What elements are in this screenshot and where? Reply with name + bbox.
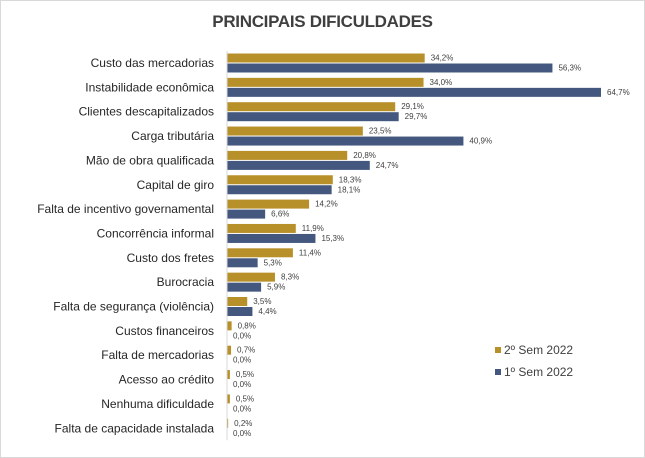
data-label: 0,2% — [234, 419, 252, 428]
bar-2sem-2022 — [227, 77, 424, 87]
data-label: 5,9% — [267, 283, 285, 292]
data-label: 34,2% — [431, 54, 454, 63]
legend-label: 1º Sem 2022 — [504, 365, 573, 379]
data-label: 24,7% — [376, 161, 399, 170]
category-label: Instabilidade econômica — [85, 80, 214, 94]
bar-1sem-2022 — [227, 258, 258, 268]
category-label: Falta de mercadorias — [101, 348, 214, 362]
bar-2sem-2022 — [227, 175, 333, 185]
category-label: Nenhuma dificuldade — [101, 397, 214, 411]
data-label: 11,4% — [299, 248, 321, 257]
bar-1sem-2022 — [227, 307, 253, 316]
data-label: 29,1% — [401, 102, 424, 111]
data-label: 0,5% — [236, 370, 254, 379]
data-label: 40,9% — [469, 137, 492, 146]
chart-title: PRINCIPAIS DIFICULDADES — [212, 12, 433, 31]
category-label: Falta de capacidade instalada — [55, 421, 215, 435]
data-label: 0,0% — [233, 429, 251, 438]
legend-swatch — [495, 369, 501, 375]
category-label: Custo dos fretes — [127, 251, 214, 265]
bar-2sem-2022 — [227, 53, 425, 63]
data-label: 0,0% — [233, 380, 251, 389]
bar-2sem-2022 — [227, 297, 248, 306]
data-label: 56,3% — [558, 64, 581, 73]
data-label: 11,9% — [302, 224, 324, 233]
category-label: Custo das mercadorias — [91, 56, 214, 70]
bar-2sem-2022 — [227, 102, 396, 112]
category-label: Acesso ao crédito — [119, 373, 215, 387]
data-label: 23,5% — [369, 127, 392, 136]
data-label: 3,5% — [253, 297, 271, 306]
bar-1sem-2022 — [227, 160, 370, 170]
bar-2sem-2022 — [227, 272, 275, 282]
data-label: 34,0% — [430, 78, 453, 87]
data-label: 18,1% — [338, 185, 361, 194]
bar-1sem-2022 — [227, 185, 332, 195]
bar-2sem-2022 — [227, 248, 293, 258]
data-label: 14,2% — [315, 200, 338, 209]
data-label: 0,8% — [238, 321, 256, 330]
bar-2sem-2022 — [227, 199, 310, 209]
data-label: 5,3% — [264, 258, 282, 267]
bar-1sem-2022 — [227, 63, 553, 73]
bar-2sem-2022 — [227, 418, 229, 428]
data-label: 4,4% — [258, 307, 276, 316]
data-label: 0,7% — [237, 346, 255, 355]
category-label: Carga tributária — [131, 129, 214, 143]
bar-1sem-2022 — [227, 112, 399, 122]
legend-label: 2º Sem 2022 — [504, 343, 573, 357]
category-label: Clientes descapitalizados — [79, 105, 214, 119]
bar-2sem-2022 — [227, 150, 348, 160]
legend-swatch — [495, 347, 501, 353]
data-label: 0,0% — [233, 356, 251, 365]
data-label: 64,7% — [607, 88, 630, 97]
bar-1sem-2022 — [227, 87, 601, 97]
bar-1sem-2022 — [227, 282, 262, 292]
bar-2sem-2022 — [227, 126, 363, 136]
bar-2sem-2022 — [227, 345, 232, 355]
category-label: Falta de segurança (violência) — [53, 300, 214, 314]
data-label: 20,8% — [353, 151, 376, 160]
bar-1sem-2022 — [227, 233, 316, 243]
category-label: Falta de incentivo governamental — [37, 202, 214, 216]
category-label: Custos financeiros — [115, 324, 214, 338]
bar-2sem-2022 — [227, 223, 296, 233]
bar-2sem-2022 — [227, 321, 232, 331]
category-label: Mão de obra qualificada — [86, 153, 214, 167]
bar-1sem-2022 — [227, 136, 464, 146]
data-label: 15,3% — [321, 234, 344, 243]
category-label: Burocracia — [157, 275, 215, 289]
data-label: 0,0% — [233, 404, 251, 413]
data-label: 29,7% — [405, 112, 428, 121]
bar-2sem-2022 — [227, 394, 230, 404]
category-label: Capital de giro — [137, 178, 215, 192]
data-label: 8,3% — [281, 273, 299, 282]
bar-2sem-2022 — [227, 370, 230, 380]
data-label: 0,0% — [233, 331, 251, 340]
bar-1sem-2022 — [227, 209, 266, 219]
data-label: 18,3% — [339, 175, 362, 184]
data-label: 6,6% — [271, 210, 289, 219]
category-label: Concorrência informal — [97, 226, 214, 240]
data-label: 0,5% — [236, 394, 254, 403]
